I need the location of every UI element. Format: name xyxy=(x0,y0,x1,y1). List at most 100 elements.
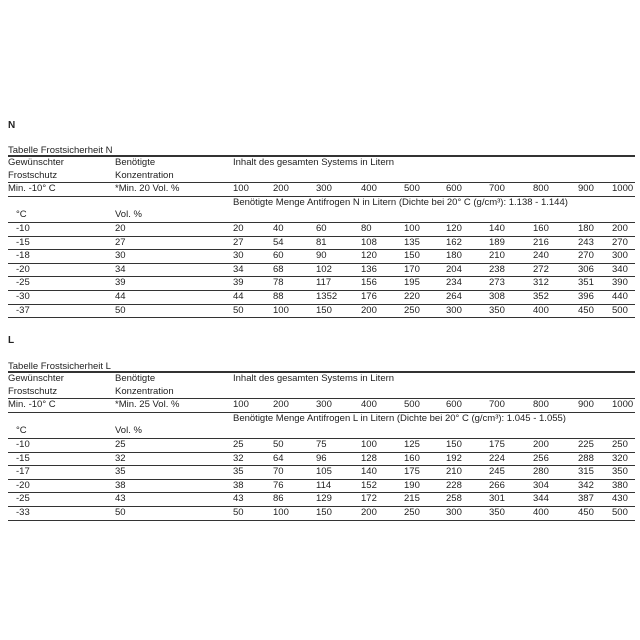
table-cell: 195 xyxy=(404,277,420,289)
table-cell: 64 xyxy=(273,452,284,464)
header-cell: Inhalt des gesamten Systems in Litern xyxy=(233,373,395,384)
unit-row: °C Vol. % xyxy=(8,209,635,223)
table-cell: 140 xyxy=(489,222,505,234)
table-cell: 100 xyxy=(273,304,289,316)
volume-column-header: 200 xyxy=(273,183,289,195)
table-cell: 175 xyxy=(404,466,420,478)
table-cell: -15 xyxy=(16,236,30,248)
table-cell: 30 xyxy=(115,250,126,262)
table-cell: 243 xyxy=(578,236,594,248)
table-cell: 200 xyxy=(533,438,549,450)
table-cell: 396 xyxy=(578,290,594,302)
table-cell: 50 xyxy=(233,304,244,316)
header-cell: Konzentration xyxy=(115,385,174,397)
section-label: L xyxy=(8,335,15,346)
table-cell: 245 xyxy=(489,466,505,478)
table-cell: 20 xyxy=(233,222,244,234)
table-cell: 228 xyxy=(446,479,462,491)
min-conc: *Min. 25 Vol. % xyxy=(115,399,180,411)
unit-cell: °C xyxy=(16,209,27,221)
table-cell: 27 xyxy=(233,236,244,248)
header-cell: Frostschutz xyxy=(8,385,58,397)
table-cell: 117 xyxy=(316,277,332,289)
table-cell: 215 xyxy=(404,493,420,505)
table-cell: 176 xyxy=(361,290,377,302)
table-cell: 250 xyxy=(404,304,420,316)
menge-caption: Benötigte Menge Antifrogen L in Litern (… xyxy=(233,412,566,424)
unit-cell: Vol. % xyxy=(115,209,142,221)
volume-column-header: 1000 xyxy=(612,183,634,195)
table-cell: 273 xyxy=(489,277,505,289)
table-cell: 78 xyxy=(273,277,284,289)
volume-column-header: 100 xyxy=(233,183,249,195)
table-cell: 60 xyxy=(273,250,284,262)
table-cell: -10 xyxy=(16,438,30,450)
table-cell: 100 xyxy=(404,222,420,234)
volume-column-header: 400 xyxy=(361,183,377,195)
table-cell: 380 xyxy=(612,479,628,491)
table-row: -25 43 43 86 129 172 215 258 301 344 387 430 xyxy=(8,493,635,507)
table-cell: 308 xyxy=(489,290,505,302)
table-cell: 400 xyxy=(533,506,549,518)
table-cell: 150 xyxy=(316,506,332,518)
table-cell: 450 xyxy=(578,506,594,518)
table-cell: 180 xyxy=(578,222,594,234)
table-cell: -18 xyxy=(16,250,30,262)
table-cell: 43 xyxy=(115,493,126,505)
menge-row: Benötigte Menge Antifrogen L in Litern (… xyxy=(8,413,635,426)
table-cell: 160 xyxy=(533,222,549,234)
table-cell: 172 xyxy=(361,493,377,505)
table-cell: 90 xyxy=(316,250,327,262)
table-cell: 76 xyxy=(273,479,284,491)
volume-column-header: 500 xyxy=(404,399,420,411)
table-cell: 25 xyxy=(115,438,126,450)
table-cell: 50 xyxy=(115,506,126,518)
table-title: Tabelle Frostsicherheit L xyxy=(8,361,111,372)
table-cell: -30 xyxy=(16,290,30,302)
header-row: Frostschutz Konzentration xyxy=(8,170,635,184)
table-cell: 387 xyxy=(578,493,594,505)
table-cell: 1352 xyxy=(316,290,338,302)
table-cell: 35 xyxy=(233,466,244,478)
table-cell: 304 xyxy=(533,479,549,491)
table-cell: 280 xyxy=(533,466,549,478)
table-cell: 312 xyxy=(533,277,549,289)
table-cell: 32 xyxy=(233,452,244,464)
table-cell: 224 xyxy=(489,452,505,464)
min-temp: Min. -10° C xyxy=(8,183,56,195)
table-cell: 135 xyxy=(404,236,420,248)
table-cell: 204 xyxy=(446,263,462,275)
table-cell: 152 xyxy=(361,479,377,491)
table-cell: 60 xyxy=(316,222,327,234)
table-cell: -37 xyxy=(16,304,30,316)
volume-column-header: 500 xyxy=(404,183,420,195)
header-cell: Inhalt des gesamten Systems in Litern xyxy=(233,157,395,168)
table-cell: 352 xyxy=(533,290,549,302)
table-cell: -25 xyxy=(16,493,30,505)
table-cell: 39 xyxy=(115,277,126,289)
table-cell: 220 xyxy=(404,290,420,302)
table-cell: 50 xyxy=(233,506,244,518)
table-row: -25 39 39 78 117 156 195 234 273 312 351 390 xyxy=(8,277,635,291)
table-cell: 351 xyxy=(578,277,594,289)
table-cell: 30 xyxy=(233,250,244,262)
table-row: -15 27 27 54 81 108 135 162 189 216 243 270 xyxy=(8,237,635,251)
volume-column-header: 100 xyxy=(233,399,249,411)
table-cell: 43 xyxy=(233,493,244,505)
table-cell: 80 xyxy=(361,222,372,234)
table-cell: 128 xyxy=(361,452,377,464)
table-row: -18 30 30 60 90 120 150 180 210 240 270 300 xyxy=(8,250,635,264)
table-cell: 114 xyxy=(316,479,332,491)
table-cell: 156 xyxy=(361,277,377,289)
volume-column-header: 600 xyxy=(446,399,462,411)
table-cell: 266 xyxy=(489,479,505,491)
table-row: -33 50 50 100 150 200 250 300 350 400 450 500 xyxy=(8,507,635,521)
table-cell: 100 xyxy=(361,438,377,450)
table-cell: 34 xyxy=(233,263,244,275)
table-cell: 192 xyxy=(446,452,462,464)
table-cell: 129 xyxy=(316,493,332,505)
table-cell: 250 xyxy=(612,438,628,450)
table-cell: 96 xyxy=(316,452,327,464)
table-cell: 44 xyxy=(233,290,244,302)
table-cell: 125 xyxy=(404,438,420,450)
